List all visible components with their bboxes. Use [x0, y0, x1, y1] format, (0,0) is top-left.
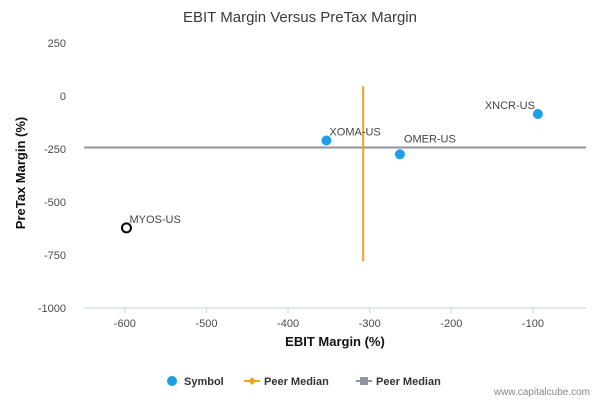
legend-symbol-marker — [167, 376, 177, 386]
y-tick-label: 250 — [48, 38, 66, 50]
data-point-label: XNCR-US — [485, 100, 535, 112]
legend-square-marker — [360, 377, 368, 385]
data-point — [532, 109, 543, 120]
x-tick-label: -400 — [277, 318, 299, 330]
x-tick-label: -100 — [522, 318, 544, 330]
y-tick-label: -1000 — [38, 303, 66, 315]
legend-label: Symbol — [184, 376, 224, 388]
x-tick-label: -200 — [440, 318, 462, 330]
data-point-label: XOMA-US — [329, 127, 380, 139]
chart-title: EBIT Margin Versus PreTax Margin — [183, 9, 417, 26]
y-tick-label: 0 — [60, 91, 66, 103]
data-point — [120, 222, 132, 234]
watermark: www.capitalcube.com — [493, 387, 590, 398]
x-tick-label: -500 — [195, 318, 217, 330]
y-tick-label: -500 — [44, 197, 66, 209]
data-point-label: OMER-US — [404, 133, 456, 145]
legend: Symbol Peer Median Peer Median — [167, 376, 441, 388]
x-tick-label: -600 — [114, 318, 136, 330]
data-point — [394, 149, 405, 160]
y-axis-title: PreTax Margin (%) — [13, 117, 28, 229]
legend-label: Peer Median — [376, 376, 441, 388]
legend-label: Peer Median — [264, 376, 329, 388]
plot-area: -600 -500 -400 -300 -200 -100 250 0 -250 -500 -750… — [38, 38, 586, 330]
y-tick-label: -250 — [44, 144, 66, 156]
data-point — [321, 135, 332, 146]
x-axis-title: EBIT Margin (%) — [285, 334, 385, 349]
y-tick-label: -750 — [44, 250, 66, 262]
data-point-label: MYOS-US — [129, 214, 180, 226]
x-tick-label: -300 — [359, 318, 381, 330]
legend-diamond-marker — [248, 377, 256, 385]
